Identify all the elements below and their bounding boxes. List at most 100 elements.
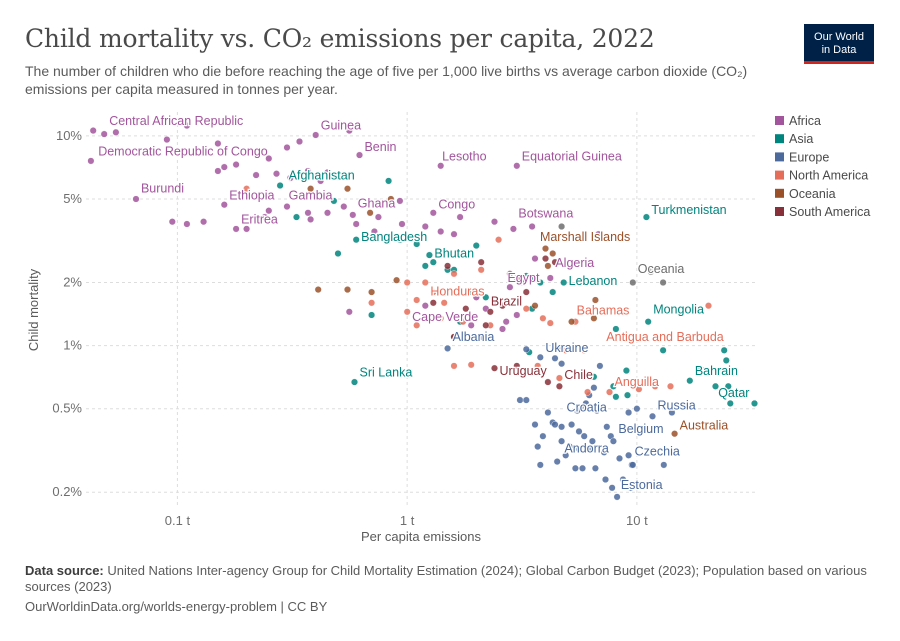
legend-item-oceania[interactable]: Oceania: [775, 187, 836, 201]
label-estonia: Estonia: [621, 478, 663, 492]
y-tick-label: 0.2%: [52, 484, 82, 499]
point-north-america: [562, 346, 570, 354]
chart-subtitle: The number of children who die before re…: [25, 63, 748, 97]
point-africa: [296, 137, 304, 145]
series-oceania: [307, 185, 679, 438]
legend-label: Oceania: [789, 187, 836, 201]
legend-label: South America: [789, 205, 870, 219]
point-europe: [544, 409, 552, 417]
point-oceania: [307, 185, 315, 193]
point-north-america: [539, 314, 547, 322]
point-europe: [477, 333, 485, 341]
y-tick-label: 5%: [63, 191, 82, 206]
point-africa: [283, 143, 291, 151]
point-europe: [613, 493, 621, 501]
point-africa: [374, 213, 382, 221]
point-africa: [132, 195, 140, 203]
point-africa: [324, 209, 332, 217]
point-europe: [588, 437, 596, 445]
point-oceania: [366, 209, 374, 217]
label-bangladesh: Bangladesh: [361, 230, 427, 244]
point-europe: [633, 405, 641, 413]
legend-item-north-america[interactable]: North America: [775, 169, 868, 183]
point-africa: [546, 274, 554, 282]
grid-lines: [86, 112, 756, 507]
point-africa: [513, 162, 521, 170]
point-europe: [668, 409, 676, 417]
point-north-america: [705, 302, 713, 310]
point-africa: [499, 325, 507, 333]
point-asia: [642, 213, 650, 221]
point-asia: [686, 377, 694, 385]
point-africa: [398, 220, 406, 228]
point-africa: [273, 170, 281, 178]
point-europe: [575, 427, 583, 435]
point-africa: [307, 215, 315, 223]
x-tick-label: 1 t: [400, 513, 415, 528]
label-antigua-and-barbuda: Antigua and Barbuda: [606, 330, 724, 344]
point-europe: [580, 432, 588, 440]
chart-title: Child mortality vs. CO₂ emissions per ca…: [25, 24, 655, 53]
point-north-america: [413, 321, 421, 329]
point-asia: [560, 279, 568, 287]
point-africa: [340, 203, 348, 211]
legend-item-south-america[interactable]: South America: [775, 205, 870, 219]
point-europe: [558, 423, 566, 431]
point-oceania: [568, 318, 576, 326]
legend-swatch: [775, 170, 784, 180]
point-africa: [345, 308, 353, 316]
point-oceania: [542, 245, 550, 253]
y-tick-label: 10%: [56, 128, 82, 143]
point-asia: [421, 262, 429, 270]
point-asia: [724, 382, 732, 390]
point-africa: [429, 209, 437, 217]
point-north-america: [534, 362, 542, 370]
point-oceania: [387, 195, 395, 203]
point-asia: [624, 391, 632, 399]
point-oceania: [531, 302, 539, 310]
legend-item-europe[interactable]: Europe: [775, 150, 829, 164]
data-source: Data source: United Nations Inter-agency…: [25, 563, 875, 595]
point-oceania: [549, 249, 557, 257]
point-africa: [220, 201, 228, 209]
x-tick-label: 10 t: [626, 513, 648, 528]
point-africa: [168, 218, 176, 226]
point-south-america: [542, 255, 550, 263]
owid-logo[interactable]: Our World in Data: [804, 24, 874, 64]
point-europe: [591, 464, 599, 472]
point-africa: [467, 321, 475, 329]
point-europe: [536, 461, 544, 469]
point-south-america: [499, 302, 507, 310]
point-europe: [558, 360, 566, 368]
point-north-america: [555, 374, 563, 382]
point-south-america: [450, 333, 458, 341]
point-asia: [612, 393, 620, 401]
point-europe: [608, 484, 616, 492]
point-africa: [100, 130, 108, 138]
label-oceania: Oceania: [638, 262, 685, 276]
legend-item-africa[interactable]: Africa: [775, 114, 821, 128]
label-andorra: Andorra: [564, 441, 609, 455]
x-axis-ticks: 0.1 t 1 t 10 t: [165, 513, 648, 528]
point-asia: [396, 236, 404, 244]
label-bahamas: Bahamas: [577, 304, 630, 318]
point-africa: [214, 167, 222, 175]
point-south-america: [462, 305, 470, 313]
label-turkmenistan: Turkmenistan: [651, 203, 726, 217]
label-congo: Congo: [438, 198, 475, 212]
point-africa: [528, 222, 536, 230]
label-brazil: Brazil: [491, 295, 522, 309]
point-africa: [214, 139, 222, 147]
point-europe: [629, 461, 637, 469]
data-points: [87, 122, 759, 501]
point-asia: [590, 373, 598, 381]
legend-item-asia[interactable]: Asia: [775, 132, 813, 146]
label-lesotho: Lesotho: [442, 149, 487, 163]
series-south-america: [429, 255, 563, 390]
point-africa: [356, 151, 364, 159]
source-url-link[interactable]: OurWorldinData.org/worlds-energy-problem…: [25, 599, 328, 614]
point-south-america: [551, 258, 559, 266]
point-africa: [286, 174, 294, 182]
point-asia: [720, 346, 728, 354]
